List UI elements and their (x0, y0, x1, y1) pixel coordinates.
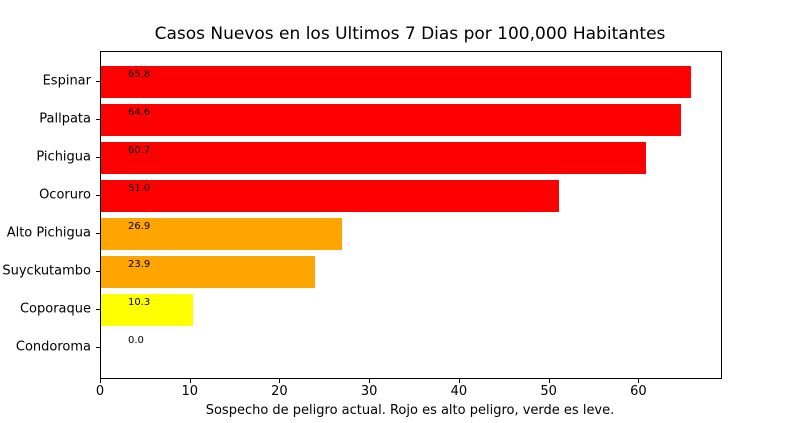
x-tick-label-0: 0 (95, 384, 105, 399)
bar-value-label: 60.7 (128, 145, 151, 156)
x-tick-mark (369, 379, 371, 383)
plot-area: 65.8 64.6 60.7 51.0 26.9 23.9 10.3 0.0 (100, 51, 722, 379)
y-tick-label-coporaque: Coporaque (19, 301, 91, 317)
y-tick-mark (96, 271, 100, 272)
x-tick-mark (189, 379, 191, 383)
x-tick-label-40: 40 (450, 384, 468, 399)
y-tick-mark (96, 347, 100, 348)
y-tick-label-alto-pichigua: Alto Pichigua (6, 225, 91, 241)
y-tick-mark (96, 233, 100, 234)
bar-alto-pichigua (101, 218, 343, 250)
bar-value-label: 65.8 (128, 69, 151, 80)
y-tick-label-ocoruro: Ocoruro (39, 187, 91, 203)
x-tick-label-20: 20 (271, 384, 288, 399)
bar-pichigua (101, 142, 646, 174)
bar-value-label: 10.3 (128, 297, 151, 308)
bar-value-label: 0.0 (128, 335, 144, 346)
bar-value-label: 64.6 (128, 107, 151, 118)
bar-espinar (101, 66, 692, 98)
x-tick-label-50: 50 (540, 384, 557, 399)
chart-title: Casos Nuevos en los Ultimos 7 Dias por 1… (154, 24, 666, 44)
x-tick-label-60: 60 (630, 384, 647, 399)
y-tick-label-espinar: Espinar (42, 73, 91, 89)
bar-value-label: 26.9 (128, 221, 151, 232)
x-tick-label-10: 10 (181, 384, 198, 399)
y-tick-mark (96, 309, 100, 310)
x-tick-mark (638, 379, 640, 383)
x-axis-label: Sospecho de peligro actual. Rojo es alto… (205, 403, 615, 418)
x-tick-mark (458, 379, 460, 383)
x-tick-mark (279, 379, 281, 383)
y-tick-mark (96, 157, 100, 158)
y-tick-mark (96, 81, 100, 82)
y-tick-label-pichigua: Pichigua (36, 149, 91, 165)
bar-suyckutambo (101, 256, 316, 288)
bar-value-label: 23.9 (128, 259, 151, 270)
y-tick-label-suyckutambo: Suyckutambo (2, 263, 91, 279)
y-tick-mark (96, 195, 100, 196)
y-tick-label-pallpata: Pallpata (39, 111, 91, 127)
y-tick-label-condoroma: Condoroma (15, 339, 91, 355)
bar-coporaque (101, 294, 194, 326)
bar-value-label: 51.0 (128, 183, 151, 194)
bar-ocoruro (101, 180, 559, 212)
x-tick-mark (100, 379, 101, 383)
x-tick-mark (548, 379, 550, 383)
y-tick-mark (96, 119, 100, 120)
x-tick-label-30: 30 (360, 384, 378, 399)
bar-pallpata (101, 104, 681, 136)
